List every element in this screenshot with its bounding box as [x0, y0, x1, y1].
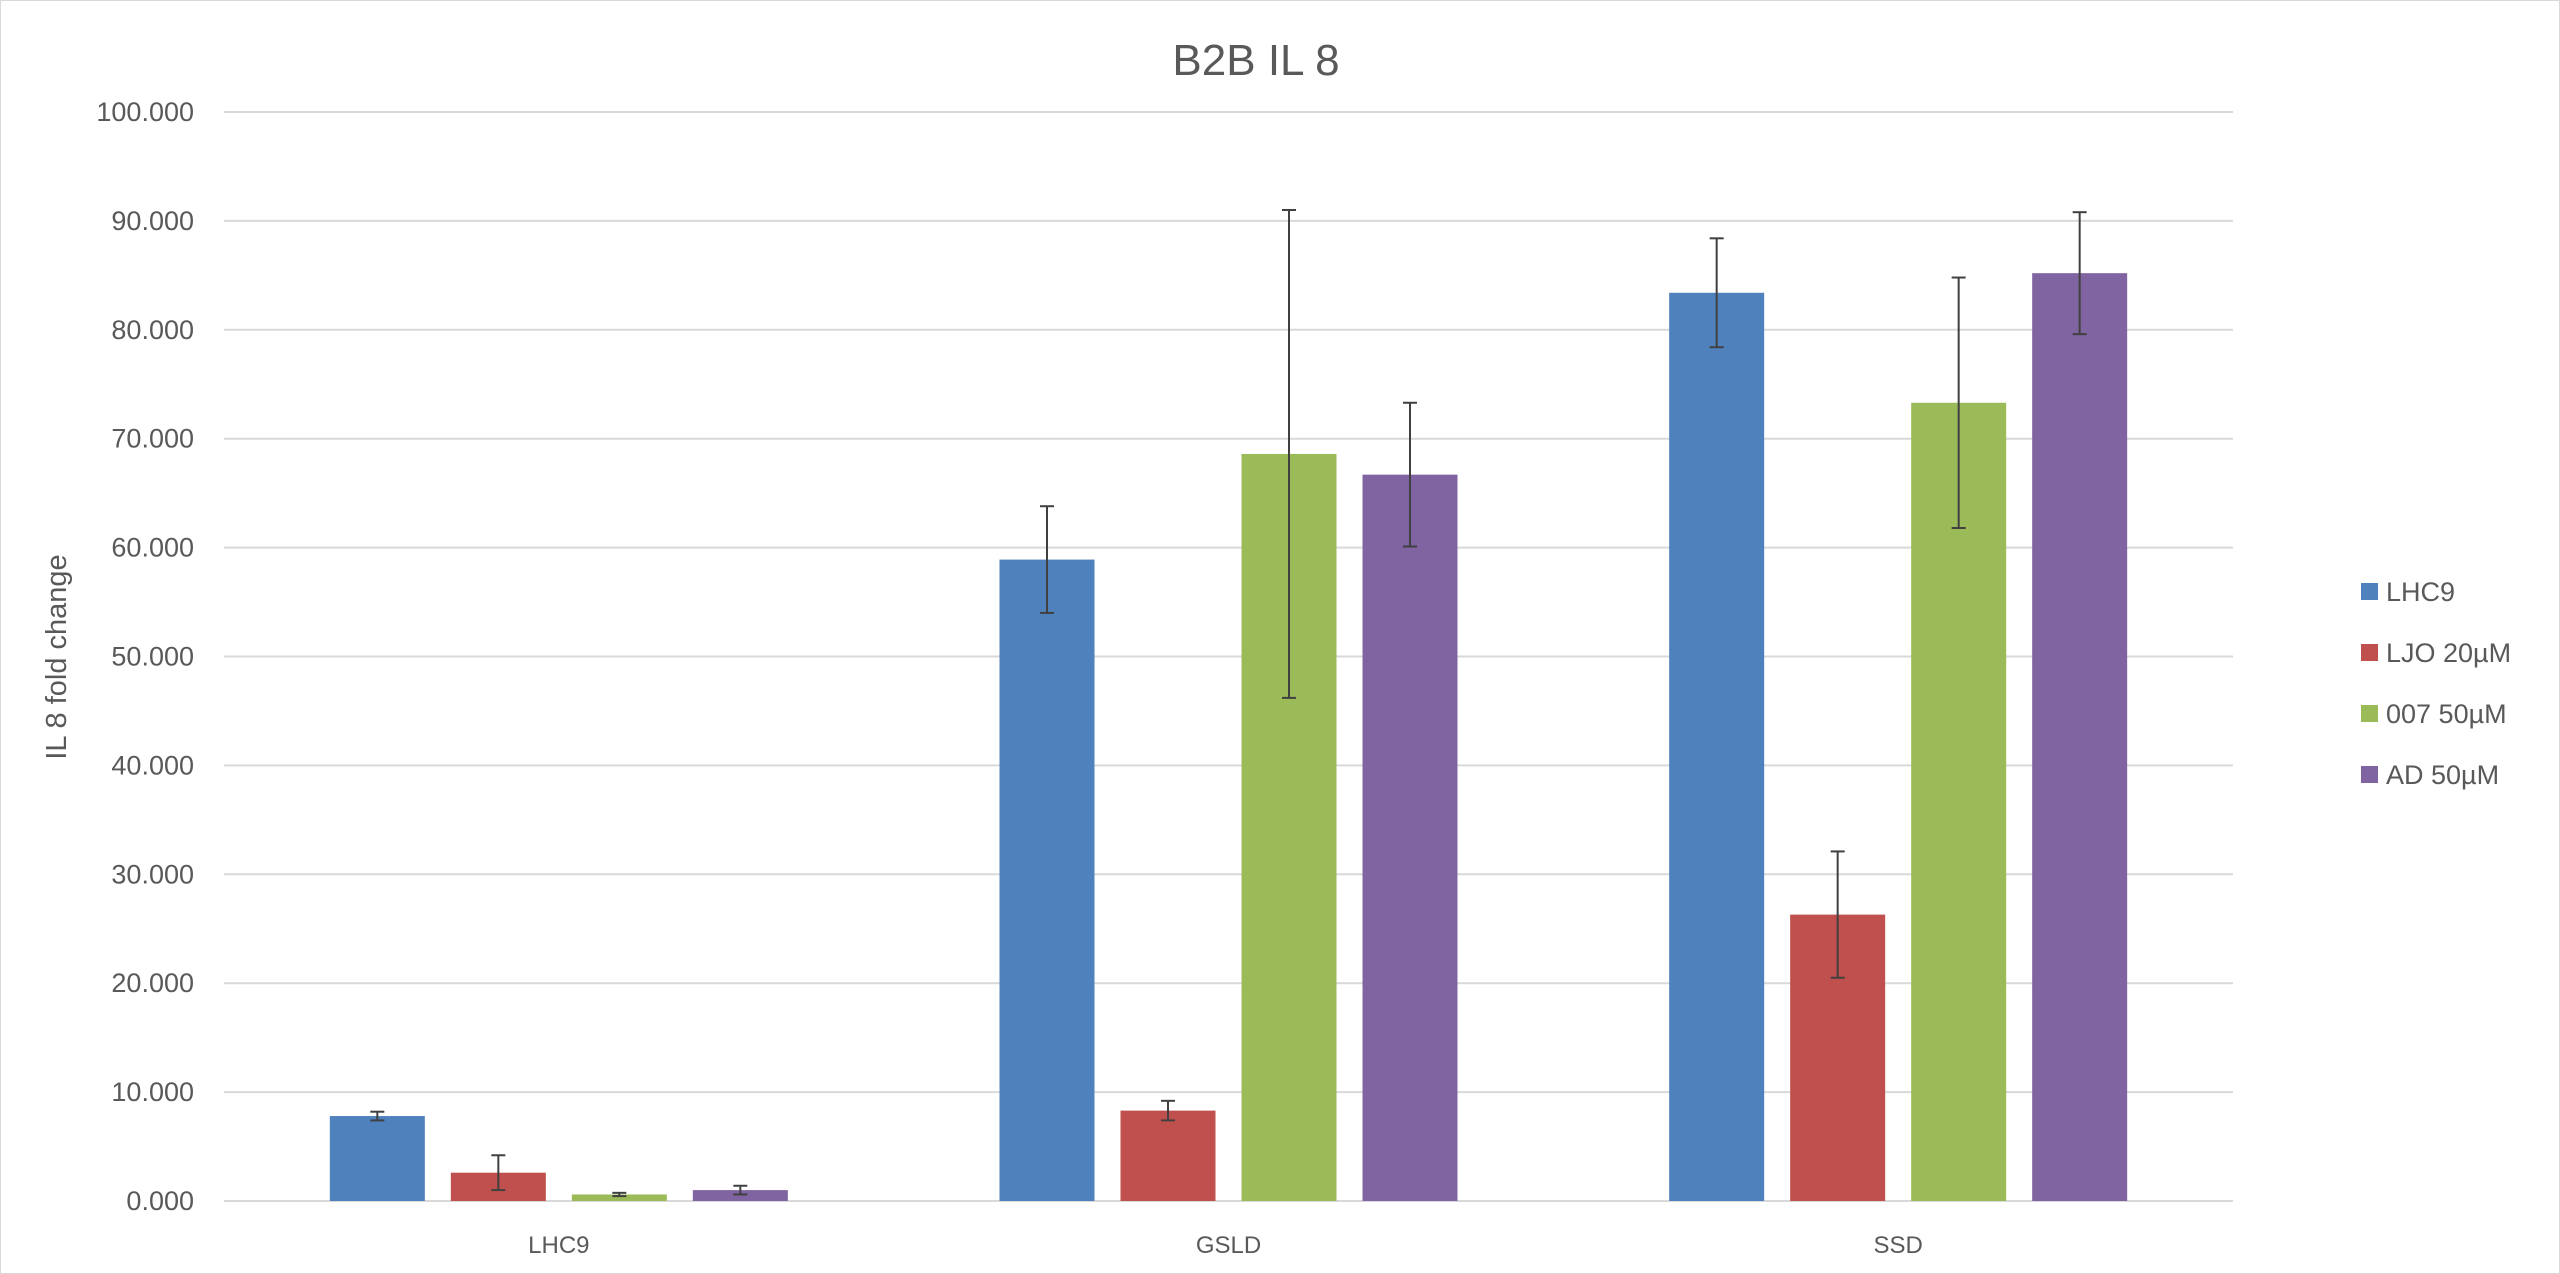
legend-label: 007 50µM — [2386, 699, 2507, 729]
y-tick-label: 60.000 — [111, 533, 194, 563]
y-tick-label: 0.000 — [126, 1186, 194, 1216]
bar-ssd-series-3 — [1911, 402, 2007, 1201]
chart-title: B2B IL 8 — [1172, 36, 1339, 85]
error-bars — [370, 209, 2087, 1198]
error-bar — [2072, 211, 2087, 336]
y-tick-label: 30.000 — [111, 859, 194, 889]
y-tick-label: 10.000 — [111, 1077, 194, 1107]
legend: LHC9 LJO 20µM 007 50µM AD 50µM — [2361, 577, 2511, 790]
legend-label: LHC9 — [2386, 577, 2455, 607]
legend-item: 007 50µM — [2361, 699, 2507, 729]
error-bar — [733, 1184, 748, 1196]
bar-gsld-series-2 — [1120, 1110, 1216, 1201]
bar-gsld-series-4 — [1362, 474, 1458, 1202]
error-bar — [1830, 850, 1845, 979]
legend-swatch — [2361, 644, 2378, 661]
bar-ssd-series-4 — [2032, 273, 2128, 1201]
legend-label: AD 50µM — [2386, 760, 2499, 790]
y-tick-label: 50.000 — [111, 642, 194, 672]
bar-lhc9-series-3 — [571, 1194, 667, 1201]
x-category-label: LHC9 — [528, 1232, 589, 1259]
y-tick-label: 100.000 — [96, 97, 194, 127]
bars — [329, 273, 2128, 1202]
legend-swatch — [2361, 583, 2378, 600]
x-axis-categories: LHC9 GSLD SSD — [528, 1232, 1923, 1259]
error-bar — [1282, 209, 1296, 699]
x-category-label: GSLD — [1196, 1232, 1261, 1259]
legend-swatch — [2361, 766, 2378, 783]
bar-lhc9-series-4 — [692, 1190, 788, 1201]
legend-swatch — [2361, 705, 2378, 722]
gridlines — [224, 111, 2233, 1202]
y-tick-label: 80.000 — [111, 315, 194, 345]
error-bar — [1951, 276, 1966, 529]
error-bar — [1709, 237, 1724, 349]
error-bar — [612, 1191, 627, 1198]
y-tick-label: 70.000 — [111, 424, 194, 454]
legend-item: AD 50µM — [2361, 760, 2499, 790]
y-tick-label: 20.000 — [111, 968, 194, 998]
legend-item: LHC9 — [2361, 577, 2455, 607]
legend-label: LJO 20µM — [2386, 638, 2511, 668]
error-bar — [491, 1154, 506, 1192]
legend-item: LJO 20µM — [2361, 638, 2511, 668]
bar-lhc9-series-1 — [329, 1116, 425, 1201]
error-bar — [1161, 1099, 1175, 1122]
y-axis-ticks: 0.000 10.000 20.000 30.000 40.000 50.000 60.00… — [96, 97, 194, 1216]
error-bar — [370, 1110, 385, 1122]
y-axis-label: IL 8 fold change — [41, 554, 73, 759]
error-bar — [1403, 401, 1417, 548]
error-bar — [1040, 505, 1054, 614]
bar-gsld-series-1 — [999, 559, 1095, 1201]
y-tick-label: 40.000 — [111, 750, 194, 780]
x-category-label: SSD — [1873, 1232, 1922, 1259]
y-tick-label: 90.000 — [111, 206, 194, 236]
bar-ssd-series-1 — [1669, 292, 1765, 1201]
